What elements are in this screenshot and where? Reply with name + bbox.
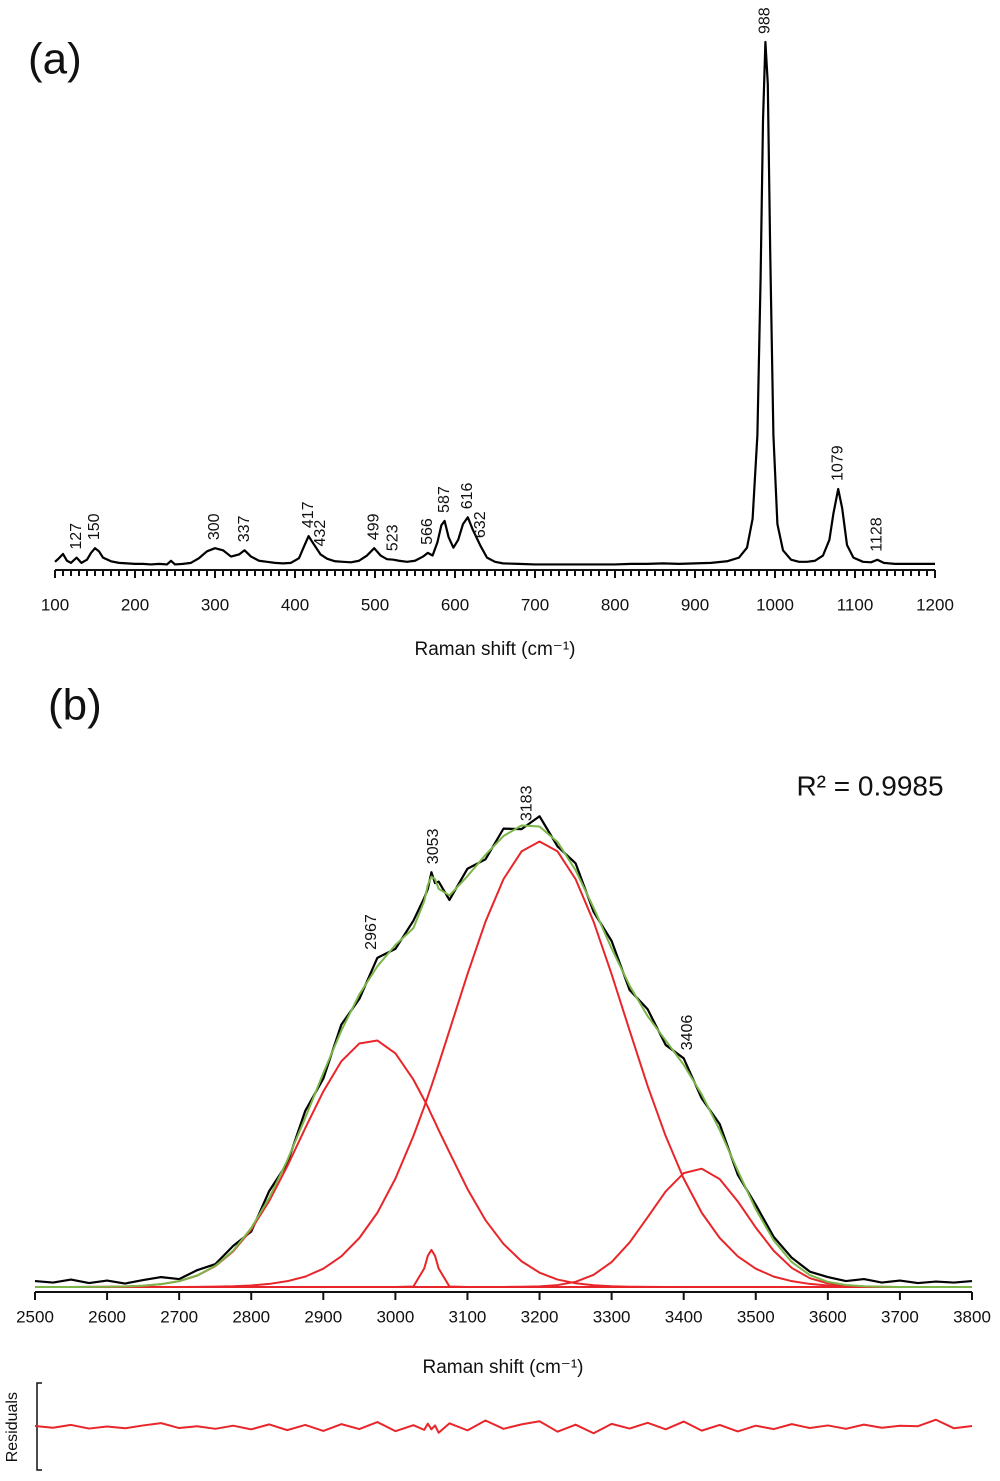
peak-label: 3053 — [425, 828, 442, 864]
spectrum-line — [34, 1418, 973, 1435]
x-tick-label: 500 — [361, 595, 389, 614]
x-tick-label: 100 — [41, 595, 69, 614]
x-tick-label: 1200 — [916, 595, 954, 614]
x-tick-label: 600 — [441, 595, 469, 614]
x-tick-label: 3100 — [449, 1307, 487, 1326]
peak-label: 432 — [312, 520, 329, 547]
peak-label: 417 — [300, 501, 317, 528]
peak-label: 523 — [385, 524, 402, 551]
x-tick-label: 400 — [281, 595, 309, 614]
peak-label: 127 — [68, 523, 85, 550]
x-tick-label: 800 — [601, 595, 629, 614]
x-tick-label: 3800 — [953, 1307, 991, 1326]
spectrum-line — [35, 1167, 972, 1288]
x-tick-label: 1000 — [756, 595, 794, 614]
x-tick-label: 3000 — [376, 1307, 414, 1326]
x-tick-label: 1100 — [837, 595, 874, 614]
peak-label: 566 — [419, 518, 436, 545]
peak-label: 616 — [459, 482, 476, 509]
x-tick-label: 3400 — [665, 1307, 703, 1326]
x-tick-label: 3600 — [809, 1307, 847, 1326]
annotation: R² = 0.9985 — [796, 770, 943, 801]
peak-label: 632 — [472, 511, 489, 538]
x-axis-label: Raman shift (cm⁻¹) — [423, 1357, 584, 1378]
spectrum-line — [34, 815, 973, 1285]
peak-label: 300 — [206, 513, 223, 540]
x-tick-label: 2700 — [160, 1307, 198, 1326]
peak-label: 1128 — [869, 517, 886, 552]
peak-label: 3183 — [519, 785, 536, 821]
peak-label: 2967 — [363, 914, 380, 950]
x-tick-label: 2500 — [16, 1307, 54, 1326]
x-tick-label: 300 — [201, 595, 229, 614]
panel-label: (a) — [28, 35, 82, 84]
peak-label: 337 — [236, 515, 253, 542]
x-axis-label: Raman shift (cm⁻¹) — [415, 639, 576, 660]
spectrum-line — [54, 40, 935, 566]
x-tick-label: 3300 — [593, 1307, 631, 1326]
peak-label: 499 — [365, 513, 382, 540]
x-tick-label: 2800 — [232, 1307, 270, 1326]
x-tick-label: 3200 — [521, 1307, 559, 1326]
peak-label: 988 — [757, 7, 774, 34]
peak-label: 587 — [436, 486, 453, 513]
spectrum-line — [35, 824, 972, 1288]
peak-label: 3406 — [679, 1015, 696, 1051]
x-tick-label: 3500 — [737, 1307, 775, 1326]
peak-label: 1079 — [829, 445, 846, 481]
x-tick-label: 700 — [521, 595, 549, 614]
x-tick-label: 900 — [681, 595, 709, 614]
x-tick-label: 2900 — [304, 1307, 342, 1326]
x-tick-label: 3700 — [881, 1307, 919, 1326]
peak-label: 150 — [86, 513, 103, 540]
panel-label: (b) — [48, 681, 102, 730]
y-axis-label: Residuals — [4, 1392, 21, 1462]
x-tick-label: 200 — [121, 595, 149, 614]
x-tick-label: 2600 — [88, 1307, 126, 1326]
